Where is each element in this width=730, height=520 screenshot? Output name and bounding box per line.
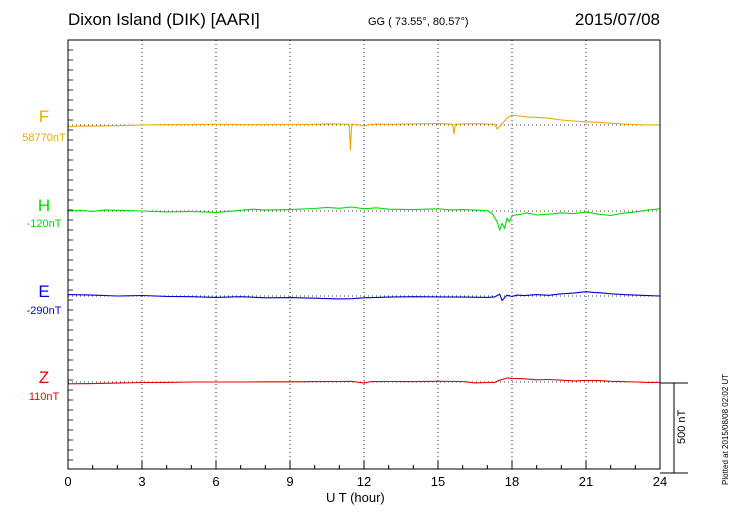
x-tick-label: 21 (579, 474, 593, 489)
x-tick-label: 24 (653, 474, 667, 489)
scale-bar-label: 500 nT (676, 409, 688, 444)
x-tick-label: 15 (431, 474, 445, 489)
component-label-h: H (37, 196, 51, 215)
component-label-z: Z (38, 368, 50, 387)
series-group (67, 114, 661, 385)
plot-date: 2015/07/08 (574, 10, 660, 29)
station-title: Dixon Island (DIK) [AARI] (68, 10, 260, 29)
x-tick-label: 9 (286, 474, 293, 489)
series-line-h (67, 206, 661, 232)
plotted-timestamp: Plotted at 2015/08/08 02:02 UT (721, 373, 730, 485)
baseline-label-h: -120nT (26, 218, 62, 230)
x-axis-label: U T (hour) (326, 490, 385, 505)
x-tick-label: 0 (64, 474, 71, 489)
series-line-e (67, 291, 661, 302)
x-tick-label: 6 (212, 474, 219, 489)
component-label-e: E (38, 282, 50, 301)
x-tick-label: 12 (357, 474, 371, 489)
x-tick-label: 18 (505, 474, 519, 489)
component-label-f: F (38, 107, 50, 126)
grid-lines (68, 40, 660, 469)
series-line-z (67, 377, 660, 385)
x-tick-label: 3 (138, 474, 145, 489)
baseline-label-z: 110nT (28, 391, 60, 403)
baseline-label-f: 58770nT (22, 132, 66, 144)
x-axis-ticks: 0 3 6 9 12 15 18 21 24 (64, 461, 667, 489)
geographic-coordinates: GG ( 73.55°, 80.57°) (368, 16, 469, 28)
baseline-label-e: -290nT (26, 305, 62, 317)
series-line-f (67, 114, 661, 151)
scale-bar (660, 382, 688, 474)
